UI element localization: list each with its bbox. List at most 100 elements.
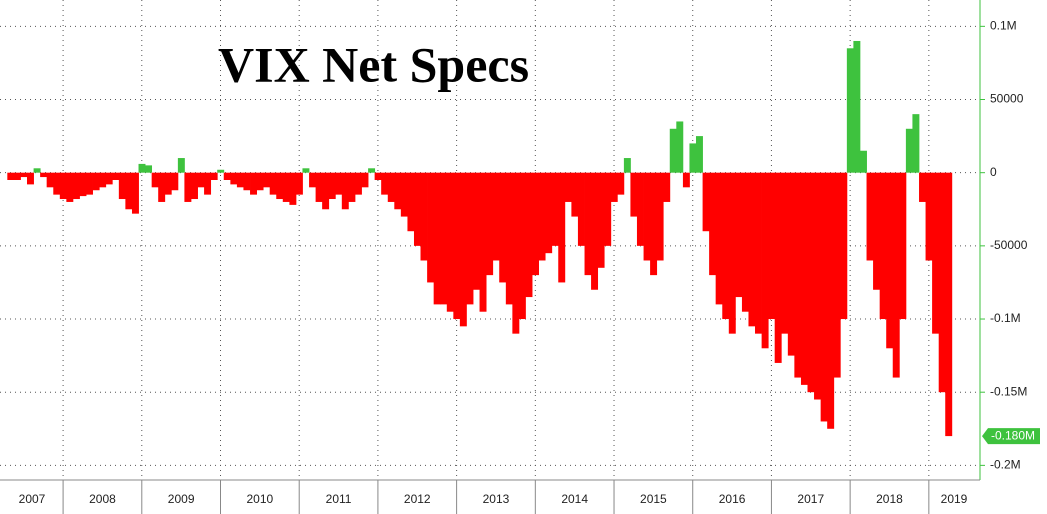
- bar: [525, 172, 533, 298]
- x-tick-label: 2008: [89, 492, 116, 506]
- bar: [46, 172, 54, 188]
- bar: [787, 172, 795, 356]
- bar: [230, 172, 238, 185]
- y-tick-label: -0.1M: [990, 311, 1021, 325]
- bar: [505, 172, 513, 305]
- bar: [236, 172, 244, 188]
- bar: [302, 168, 310, 173]
- bar: [597, 172, 605, 268]
- bar: [761, 172, 769, 349]
- x-tick-label: 2012: [404, 492, 431, 506]
- bar: [879, 172, 887, 320]
- y-tick-label: -0.15M: [990, 384, 1027, 398]
- bar: [131, 172, 139, 214]
- bar: [564, 172, 572, 202]
- bar: [53, 172, 61, 195]
- x-tick-label: 2007: [19, 492, 46, 506]
- bar: [427, 172, 435, 283]
- bar: [748, 172, 756, 327]
- bar: [656, 172, 664, 261]
- bar: [263, 172, 271, 188]
- x-tick-label: 2016: [719, 492, 746, 506]
- bar: [669, 128, 677, 173]
- bar: [584, 172, 592, 276]
- bar: [453, 172, 461, 320]
- bar: [92, 172, 100, 191]
- bar: [335, 172, 343, 195]
- bar: [217, 169, 225, 173]
- bar: [695, 136, 703, 173]
- x-tick-label: 2014: [561, 492, 588, 506]
- bar: [446, 172, 454, 312]
- bar: [741, 172, 749, 312]
- bar: [774, 172, 782, 363]
- bar: [368, 168, 376, 173]
- bar: [125, 172, 133, 210]
- x-tick-label: 2010: [247, 492, 274, 506]
- bar: [702, 172, 710, 232]
- bar: [663, 172, 671, 202]
- bar: [925, 172, 933, 261]
- bar: [551, 172, 559, 246]
- bar: [407, 172, 415, 232]
- bar: [204, 172, 212, 195]
- bar: [177, 158, 185, 173]
- bar: [256, 172, 264, 191]
- value-flag: [982, 428, 1040, 445]
- bar: [728, 172, 736, 334]
- bar: [814, 172, 821, 400]
- bar: [295, 172, 303, 195]
- bar: [846, 48, 854, 173]
- bar: [138, 163, 146, 173]
- bar: [361, 172, 369, 188]
- bar: [459, 172, 467, 327]
- bar: [158, 172, 166, 202]
- bar: [466, 172, 474, 305]
- bar: [591, 172, 599, 290]
- bar: [630, 172, 638, 217]
- bar: [210, 172, 218, 180]
- bar: [577, 172, 585, 246]
- bar: [938, 172, 946, 393]
- y-tick-label: 50000: [990, 92, 1024, 106]
- bar: [86, 172, 93, 195]
- bar: [512, 172, 520, 334]
- bar: [682, 172, 690, 188]
- bar: [328, 172, 336, 200]
- bar: [571, 172, 579, 217]
- bar: [492, 172, 500, 261]
- bar: [118, 172, 126, 200]
- x-tick-label: 2011: [326, 492, 352, 506]
- bar: [873, 172, 881, 290]
- bar: [7, 172, 15, 180]
- bar: [145, 165, 153, 173]
- bar: [341, 172, 349, 210]
- x-tick-label: 2019: [941, 492, 968, 506]
- bar: [243, 172, 251, 191]
- bar: [545, 172, 553, 254]
- bar: [735, 172, 743, 298]
- bar: [636, 172, 644, 246]
- bar: [558, 172, 566, 283]
- y-tick-label: -0.2M: [990, 458, 1021, 472]
- y-tick-label: -50000: [990, 238, 1028, 252]
- bar: [794, 172, 802, 378]
- bar: [59, 172, 67, 200]
- bar: [315, 172, 323, 202]
- bar: [289, 172, 297, 205]
- bar: [807, 172, 815, 393]
- bar: [623, 158, 631, 173]
- bar: [322, 172, 330, 210]
- bar: [689, 143, 697, 173]
- bar: [269, 172, 277, 195]
- bar: [676, 121, 684, 173]
- bar: [40, 172, 48, 178]
- bar: [250, 172, 258, 195]
- bar: [20, 172, 28, 178]
- x-tick-label: 2013: [483, 492, 510, 506]
- bar: [164, 172, 172, 195]
- bar: [610, 172, 618, 202]
- bar: [276, 172, 284, 200]
- bar: [617, 172, 625, 195]
- bar: [13, 172, 21, 180]
